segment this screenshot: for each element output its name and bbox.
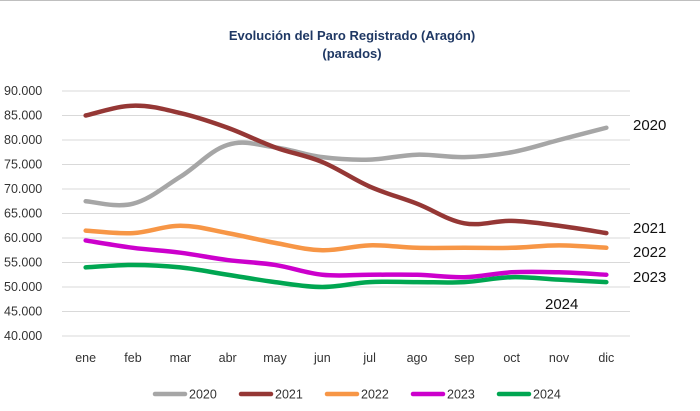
y-tick-label: 40.000 bbox=[4, 329, 42, 343]
series-end-labels: 2020 2021 2022 2023 2024 bbox=[545, 117, 666, 313]
legend-label-2023: 2023 bbox=[447, 388, 475, 402]
legend-label-2024: 2024 bbox=[533, 388, 561, 402]
x-axis-ticks: ene feb mar abr may jun jul ago sep oct nov dic bbox=[75, 351, 614, 365]
y-tick-label: 90.000 bbox=[4, 84, 42, 98]
legend-label-2021: 2021 bbox=[275, 388, 303, 402]
x-tick-label: may bbox=[263, 351, 287, 365]
x-tick-label: oct bbox=[503, 351, 520, 365]
x-tick-label: ene bbox=[75, 351, 96, 365]
series-line-2022 bbox=[83, 223, 609, 253]
y-tick-label: 80.000 bbox=[4, 133, 42, 147]
y-tick-label: 45.000 bbox=[4, 305, 42, 319]
x-tick-label: nov bbox=[549, 351, 570, 365]
x-tick-label: feb bbox=[124, 351, 141, 365]
x-tick-label: jun bbox=[313, 351, 331, 365]
series-line-2023 bbox=[83, 238, 609, 280]
y-tick-label: 75.000 bbox=[4, 158, 42, 172]
x-tick-label: dic bbox=[598, 351, 614, 365]
series-line-2024 bbox=[83, 262, 609, 290]
y-tick-label: 65.000 bbox=[4, 207, 42, 221]
y-tick-label: 55.000 bbox=[4, 256, 42, 270]
x-tick-label: jul bbox=[362, 351, 376, 365]
x-tick-label: mar bbox=[170, 351, 192, 365]
end-label-2024: 2024 bbox=[545, 296, 578, 313]
gridlines bbox=[62, 90, 630, 337]
y-tick-label: 70.000 bbox=[4, 182, 42, 196]
y-tick-label: 50.000 bbox=[4, 280, 42, 294]
y-axis-ticks: 40.000 45.000 50.000 55.000 60.000 65.000 70.0… bbox=[4, 84, 42, 343]
end-label-2023: 2023 bbox=[633, 269, 666, 286]
y-tick-label: 60.000 bbox=[4, 231, 42, 245]
series-line-2021 bbox=[83, 103, 609, 236]
end-label-2021: 2021 bbox=[633, 220, 666, 237]
end-label-2022: 2022 bbox=[633, 244, 666, 261]
legend-label-2022: 2022 bbox=[361, 388, 389, 402]
x-tick-label: abr bbox=[219, 351, 237, 365]
y-tick-label: 85.000 bbox=[4, 109, 42, 123]
chart-subtitle: (parados) bbox=[322, 46, 381, 61]
end-label-2020: 2020 bbox=[633, 117, 666, 134]
legend-label-2020: 2020 bbox=[189, 388, 217, 402]
x-tick-label: ago bbox=[407, 351, 428, 365]
chart-title: Evolución del Paro Registrado (Aragón) bbox=[229, 28, 475, 43]
series-line-2020 bbox=[83, 125, 609, 208]
x-tick-label: sep bbox=[454, 351, 474, 365]
series-lines bbox=[83, 103, 609, 290]
legend: 2020 2021 2022 2023 2024 bbox=[152, 388, 561, 402]
